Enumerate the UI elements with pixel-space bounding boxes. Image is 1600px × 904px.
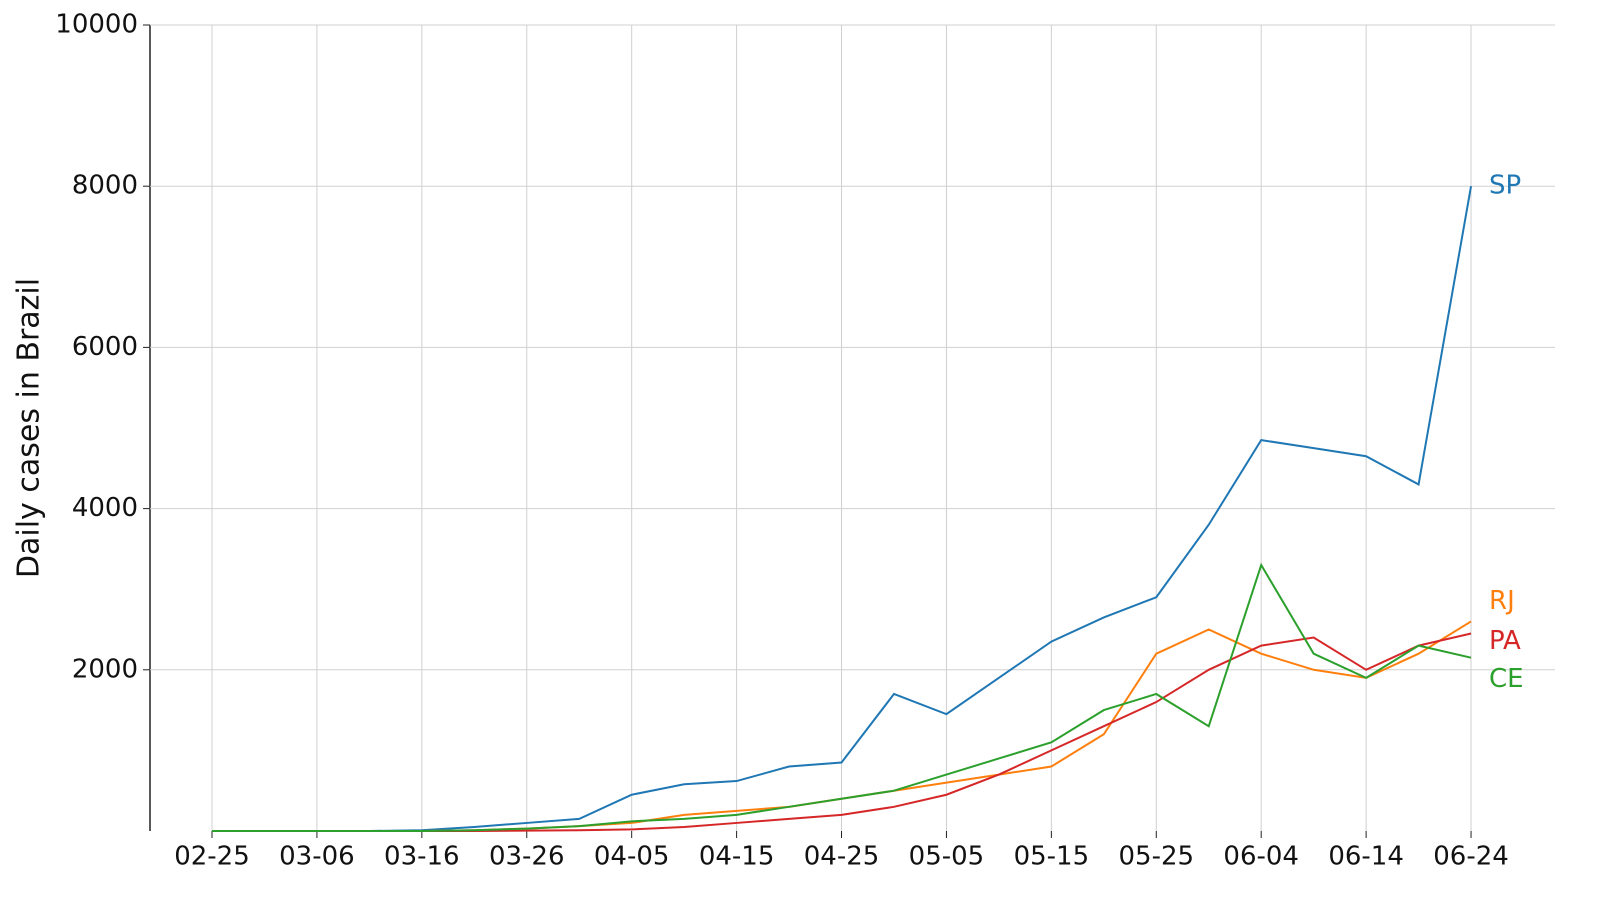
y-tick-label: 4000 [72,493,138,523]
line [212,562,1472,832]
series-label: SP [1489,171,1521,201]
x-tick-label: 04-15 [699,842,775,872]
x-tick-label: 04-25 [804,842,880,872]
y-tick-label: 6000 [72,332,138,362]
series-label: PA [1489,626,1521,656]
x-tick-label: 06-14 [1328,842,1404,872]
y-tick-label: 8000 [72,171,138,201]
y-tick-label: 2000 [72,654,138,684]
x-tick-label: 02-25 [174,842,250,872]
x-tick-label: 05-15 [1014,842,1090,872]
x-tick-label: 05-25 [1118,842,1194,872]
y-tick-label: 10000 [55,10,138,40]
x-tick-label: 05-05 [909,842,985,872]
series-label: CE [1489,664,1524,694]
y-axis-label: Daily cases in Brazil [12,278,47,578]
x-tick-label: 03-16 [384,842,460,872]
x-tick-label: 06-24 [1433,842,1509,872]
series-label: RJ [1489,586,1515,616]
x-tick-label: 03-06 [279,842,355,872]
x-tick-label: 04-05 [594,842,670,872]
x-tick-label: 06-04 [1223,842,1299,872]
x-tick-label: 03-26 [489,842,565,872]
